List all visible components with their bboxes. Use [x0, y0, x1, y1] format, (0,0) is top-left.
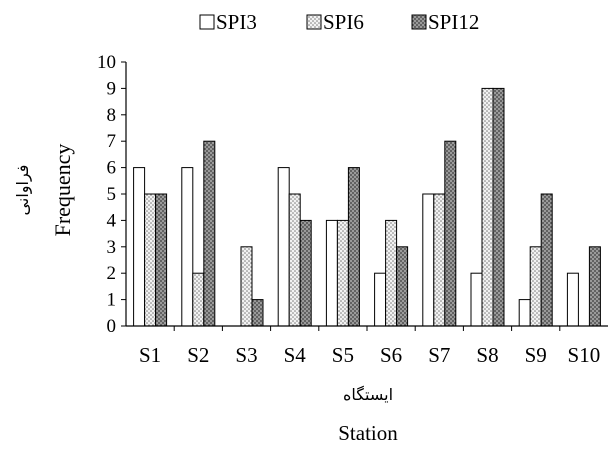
x-tick-label-s9: S9	[525, 343, 547, 367]
bar-spi12-s2	[203, 140, 216, 327]
y-tick-label: 5	[107, 184, 117, 205]
legend-swatch-spi3	[199, 14, 215, 30]
y-axis-label-farsi: فراوانی	[13, 165, 33, 216]
legend-swatch-spi6	[306, 14, 322, 30]
bar-spi6-s6	[385, 219, 398, 327]
bar-spi12-s4	[299, 219, 312, 327]
y-tick-label: 4	[107, 210, 117, 231]
bar-spi3-s6	[374, 272, 387, 327]
y-tick-label: 7	[107, 131, 117, 152]
bar-spi3-s9	[518, 299, 531, 327]
plot-area	[133, 87, 601, 327]
bar-spi6-s7	[433, 193, 446, 327]
bar-spi3-s4	[277, 167, 290, 327]
bar-spi12-s1	[155, 193, 168, 327]
x-tick-label-s7: S7	[428, 343, 450, 367]
x-tick-label-s8: S8	[476, 343, 498, 367]
y-tick-label: 8	[107, 105, 117, 126]
x-tick-label-s4: S4	[284, 343, 307, 367]
axes: 0 1 2 3 4 5 6 7 8 9 10 S1 S2 S3 S4 S5 S6 S7 S8 S9 S10	[97, 52, 608, 367]
legend: SPI3 SPI6 SPI12	[199, 10, 479, 34]
bar-spi3-s5	[325, 219, 338, 327]
bar-spi12-s6	[396, 246, 409, 327]
bar-spi12-s9	[540, 193, 553, 327]
bar-spi3-s10	[566, 272, 579, 327]
y-tick-label: 0	[107, 316, 117, 337]
x-axis-label-farsi: ایستگاه	[343, 385, 393, 404]
x-tick-label-s5: S5	[332, 343, 354, 367]
bar-spi3-s7	[422, 193, 435, 327]
y-tick-label: 2	[107, 263, 117, 284]
y-tick-label: 6	[107, 158, 117, 179]
y-tick-label: 9	[107, 78, 117, 99]
bar-spi6-s5	[336, 219, 349, 327]
bar-spi6-s9	[529, 246, 542, 327]
y-tick-label: 3	[107, 237, 117, 258]
bar-spi12-s3	[251, 299, 264, 327]
bar-spi12-s5	[347, 167, 360, 327]
y-axis-label: Frequency	[50, 144, 75, 237]
bar-spi3-s1	[133, 167, 146, 327]
x-tick-label-s1: S1	[139, 343, 161, 367]
bar-spi3-s8	[470, 272, 483, 327]
bar-spi6-s4	[288, 193, 301, 327]
bar-spi12-s8	[492, 87, 505, 327]
x-tick-label-s6: S6	[380, 343, 402, 367]
x-tick-label-s2: S2	[187, 343, 209, 367]
legend-label-spi12: SPI12	[428, 10, 479, 34]
bar-spi6-s8	[481, 87, 494, 327]
bar-spi6-s1	[144, 193, 157, 327]
x-axis-label: Station	[338, 421, 398, 445]
bar-spi6-s2	[192, 272, 205, 327]
legend-label-spi6: SPI6	[323, 10, 364, 34]
y-tick-label: 10	[97, 52, 116, 73]
bar-spi12-s7	[444, 140, 457, 327]
x-tick-label-s3: S3	[235, 343, 257, 367]
bar-spi6-s3	[240, 246, 253, 327]
x-tick-label-s10: S10	[568, 343, 601, 367]
legend-swatch-spi12	[411, 14, 427, 30]
y-tick-label: 1	[107, 290, 117, 311]
legend-label-spi3: SPI3	[216, 10, 257, 34]
bar-spi3-s2	[181, 167, 194, 327]
bar-spi12-s10	[588, 246, 601, 327]
